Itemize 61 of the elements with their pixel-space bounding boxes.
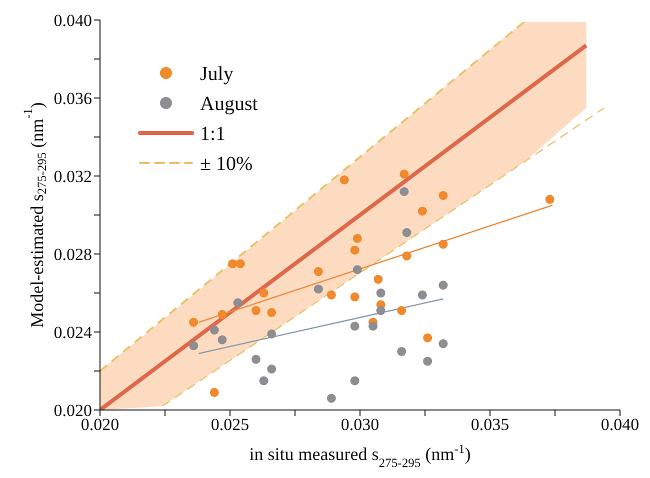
legend-label: July: [200, 63, 234, 85]
y-tick-label: 0.040: [54, 11, 92, 30]
point: [402, 228, 412, 238]
point: [374, 274, 383, 284]
point: [438, 190, 448, 200]
point: [340, 175, 349, 184]
point: [400, 187, 409, 196]
point: [210, 326, 219, 335]
y-tick-label: 0.024: [54, 323, 92, 342]
point: [251, 354, 261, 364]
x-tick-label: 0.040: [600, 415, 640, 434]
point: [350, 376, 360, 386]
point: [218, 335, 227, 344]
point: [397, 306, 406, 316]
point: [314, 284, 323, 294]
legend-label: 1:1: [200, 123, 226, 145]
point: [251, 306, 261, 316]
point: [350, 246, 360, 255]
point: [326, 290, 336, 300]
point: [400, 170, 409, 179]
point: [376, 306, 386, 316]
point: [267, 364, 276, 374]
point: [189, 341, 198, 350]
point: [233, 298, 242, 308]
x-tick-label: 0.025: [210, 415, 250, 434]
point: [352, 234, 362, 243]
point: [218, 310, 227, 319]
y-tick-label: 0.036: [54, 89, 92, 108]
point: [368, 322, 378, 331]
point: [376, 288, 386, 298]
x-tick-label: 0.020: [80, 415, 120, 434]
x-tick-label: 0.035: [470, 415, 510, 434]
point: [418, 290, 427, 300]
point: [210, 388, 219, 397]
x-axis-title: in situ measured s$_{275-295}$ (nm$^{-1}$): [249, 442, 471, 470]
legend-label: ± 10%: [200, 153, 253, 175]
point: [350, 322, 360, 331]
legend-label: August: [200, 93, 258, 115]
point: [189, 318, 198, 327]
point: [267, 329, 276, 338]
point: [259, 376, 268, 386]
point: [397, 346, 406, 356]
point: [423, 333, 432, 342]
point: [350, 292, 360, 302]
point: [267, 308, 276, 318]
x-tick-label: 0.030: [340, 415, 380, 434]
point: [438, 280, 448, 290]
point: [236, 259, 245, 268]
point: [228, 259, 238, 268]
point: [326, 394, 336, 403]
point: [423, 356, 432, 366]
point: [438, 240, 448, 249]
point: [314, 267, 323, 276]
y-tick-label: 0.028: [54, 245, 92, 264]
point: [418, 206, 427, 216]
point: [545, 194, 554, 204]
point: [259, 288, 268, 298]
y-tick-label: 0.032: [54, 167, 92, 186]
point: [402, 251, 412, 260]
point: [438, 339, 448, 348]
point: [352, 265, 362, 274]
